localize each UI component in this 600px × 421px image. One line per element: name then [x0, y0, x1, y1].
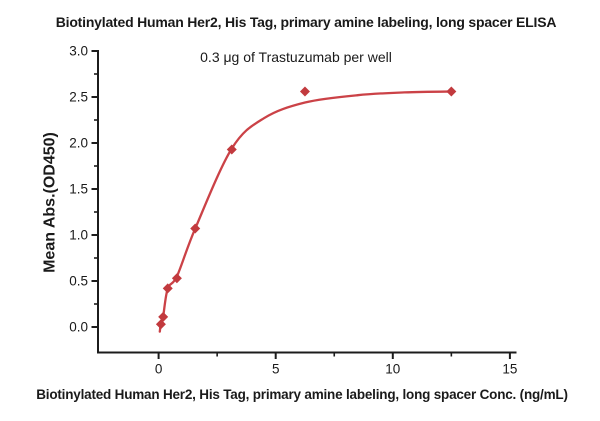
data-point-marker — [226, 144, 237, 155]
y-tick-label: 1.5 — [69, 182, 88, 197]
y-tick-label: 2.5 — [69, 90, 88, 105]
chart-subtitle: 0.3 μg of Trastuzumab per well — [200, 49, 392, 65]
x-tick-label: 0 — [155, 362, 163, 377]
chart-title: Biotinylated Human Her2, His Tag, primar… — [55, 14, 557, 30]
y-tick-label: 0.0 — [69, 320, 88, 335]
y-tick-label: 3.0 — [69, 44, 88, 59]
data-point-marker — [155, 319, 166, 330]
data-point-marker — [162, 283, 173, 294]
data-point-marker — [190, 223, 201, 234]
data-point-marker — [171, 273, 182, 284]
x-tick-label: 5 — [272, 362, 280, 377]
data-point-marker — [446, 86, 457, 97]
y-axis-title: Mean Abs.(OD450) — [41, 132, 59, 273]
x-tick-label: 15 — [502, 362, 517, 377]
y-tick-label: 2.0 — [69, 136, 88, 151]
data-point-marker — [158, 311, 169, 322]
x-tick-label: 10 — [385, 362, 400, 377]
x-axis-title: Biotinylated Human Her2, His Tag, primar… — [36, 387, 568, 402]
y-tick-label: 0.5 — [69, 274, 88, 289]
y-tick-label: 1.0 — [69, 228, 88, 243]
axes-lines — [97, 50, 517, 354]
data-point-marker — [299, 86, 310, 97]
fit-curve — [158, 90, 453, 333]
